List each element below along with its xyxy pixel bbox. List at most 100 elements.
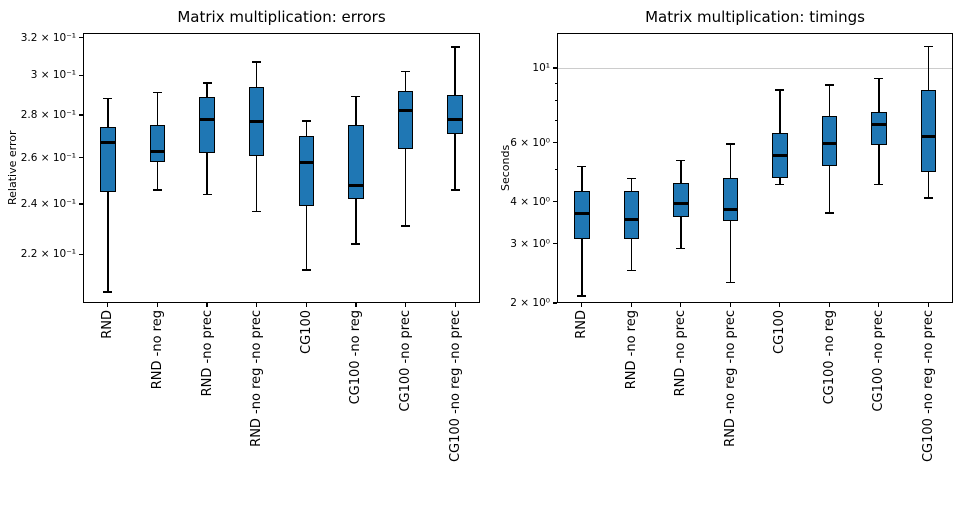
lower-whisker: [680, 217, 682, 249]
x-tick-label: CG100: [772, 310, 788, 354]
gridline: [558, 67, 952, 69]
median-line: [199, 117, 215, 121]
upper-whisker: [927, 46, 929, 91]
timings-plot-area: [557, 33, 953, 303]
x-tick-mark: [927, 303, 929, 307]
upper-cap: [301, 120, 311, 122]
x-tick-mark: [256, 303, 258, 307]
y-tick-label: 2.4 × 10⁻¹: [20, 198, 76, 210]
upper-whisker: [404, 71, 407, 91]
lower-whisker: [454, 133, 456, 190]
lower-cap: [775, 183, 785, 186]
y-minor-tick-mark: [554, 100, 557, 102]
median-line: [248, 119, 265, 123]
upper-whisker: [255, 61, 258, 87]
lower-cap: [577, 295, 587, 297]
box: [574, 191, 590, 239]
x-tick-label: CG100 -no prec: [871, 310, 887, 412]
median-line: [447, 117, 463, 121]
lower-cap: [252, 210, 262, 213]
x-tick-mark: [630, 303, 632, 307]
y-tick-label: 2.8 × 10⁻¹: [20, 108, 76, 121]
upper-cap: [577, 165, 587, 168]
lower-cap: [824, 212, 834, 214]
lower-cap: [874, 183, 884, 186]
upper-whisker: [680, 160, 682, 183]
x-tick-label: RND: [574, 310, 590, 339]
y-tick-label: 10¹: [532, 62, 550, 74]
y-tick-label: 3 × 10⁰: [510, 237, 550, 250]
lower-whisker: [581, 239, 583, 296]
lower-cap: [450, 189, 460, 191]
upper-cap: [725, 143, 735, 145]
y-tick-mark: [79, 37, 83, 39]
box: [397, 90, 414, 149]
x-tick-mark: [828, 303, 830, 307]
upper-whisker: [107, 98, 109, 128]
y-tick-mark: [553, 302, 557, 304]
upper-whisker: [779, 90, 781, 134]
lower-whisker: [156, 162, 159, 190]
upper-whisker: [355, 96, 357, 126]
x-tick-label: CG100 -no reg: [821, 310, 837, 405]
y-tick-mark: [553, 141, 557, 144]
upper-whisker: [581, 166, 583, 192]
y-tick-mark: [79, 253, 83, 255]
x-tick-mark: [404, 303, 407, 307]
x-tick-mark: [878, 303, 880, 307]
upper-cap: [351, 95, 361, 98]
upper-cap: [824, 84, 834, 86]
upper-whisker: [305, 121, 308, 136]
box: [298, 135, 315, 207]
upper-whisker: [206, 82, 208, 97]
y-tick-label: 3.2 × 10⁻¹: [20, 31, 76, 44]
lower-whisker: [305, 206, 308, 271]
median-line: [673, 202, 689, 206]
lower-cap: [301, 269, 311, 271]
lower-cap: [351, 243, 361, 245]
y-minor-tick-mark: [554, 82, 557, 85]
lower-whisker: [206, 153, 208, 195]
median-line: [574, 211, 590, 215]
median-line: [100, 140, 116, 144]
median-line: [623, 217, 639, 221]
y-tick-mark: [79, 74, 83, 76]
x-tick-label: CG100 -no reg -no prec: [920, 310, 936, 463]
y-minor-tick-mark: [554, 168, 557, 170]
lower-whisker: [729, 221, 731, 283]
lower-whisker: [927, 172, 929, 199]
lower-cap: [626, 269, 636, 272]
upper-cap: [252, 61, 262, 63]
upper-whisker: [630, 178, 632, 192]
upper-cap: [152, 91, 162, 94]
box: [447, 94, 463, 134]
y-minor-tick-mark: [554, 119, 557, 121]
median-line: [821, 142, 837, 146]
upper-whisker: [729, 143, 731, 179]
lower-whisker: [255, 155, 258, 212]
box: [199, 96, 215, 154]
upper-cap: [923, 45, 933, 48]
y-tick-mark: [553, 67, 557, 69]
box: [722, 178, 738, 222]
y-tick-label: 2 × 10⁰: [510, 297, 550, 309]
upper-whisker: [878, 78, 880, 112]
lower-whisker: [355, 199, 357, 244]
lower-cap: [103, 291, 113, 293]
y-tick-label: 2.2 × 10⁻¹: [20, 248, 76, 261]
y-tick-mark: [553, 201, 557, 203]
upper-cap: [676, 159, 686, 162]
x-tick-mark: [454, 303, 456, 307]
median-line: [772, 153, 788, 157]
median-line: [871, 122, 887, 126]
lower-whisker: [878, 145, 880, 185]
y-tick-label: 3 × 10⁻¹: [30, 69, 76, 82]
box: [348, 125, 364, 200]
x-tick-mark: [206, 303, 208, 307]
upper-cap: [202, 82, 212, 84]
x-tick-mark: [581, 303, 583, 307]
box: [821, 115, 837, 167]
